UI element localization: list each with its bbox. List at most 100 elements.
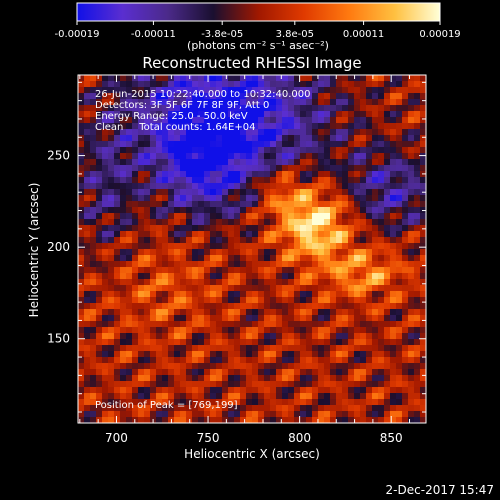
heatmap-pixel xyxy=(330,333,337,340)
heatmap-pixel xyxy=(372,393,379,400)
heatmap-pixel xyxy=(240,315,247,322)
heatmap-pixel xyxy=(366,147,373,154)
heatmap-pixel xyxy=(264,141,271,148)
heatmap-pixel xyxy=(276,291,283,298)
heatmap-pixel xyxy=(330,213,337,220)
heatmap-pixel xyxy=(168,207,175,214)
heatmap-pixel xyxy=(204,363,211,370)
heatmap-pixel xyxy=(216,399,223,406)
heatmap-pixel xyxy=(204,123,211,130)
heatmap-pixel xyxy=(348,279,355,286)
heatmap-pixel xyxy=(156,105,163,112)
heatmap-pixel xyxy=(240,177,247,184)
heatmap-pixel xyxy=(354,273,361,280)
heatmap-pixel xyxy=(210,261,217,268)
heatmap-pixel xyxy=(270,183,277,190)
heatmap-pixel xyxy=(78,339,85,346)
heatmap-pixel xyxy=(156,333,163,340)
heatmap-pixel xyxy=(240,99,247,106)
heatmap-pixel xyxy=(342,123,349,130)
heatmap-pixel xyxy=(288,165,295,172)
heatmap-pixel xyxy=(306,147,313,154)
heatmap-pixel xyxy=(120,153,127,160)
heatmap-pixel xyxy=(84,375,91,382)
heatmap-pixel xyxy=(342,309,349,316)
heatmap-pixel xyxy=(150,405,157,412)
heatmap-pixel xyxy=(246,417,253,423)
heatmap-pixel xyxy=(126,159,133,166)
heatmap-pixel xyxy=(180,333,187,340)
heatmap-pixel xyxy=(354,93,361,100)
heatmap-pixel xyxy=(318,375,325,382)
heatmap-pixel xyxy=(228,399,235,406)
heatmap-pixel xyxy=(174,255,181,262)
heatmap-pixel xyxy=(402,333,409,340)
heatmap-pixel xyxy=(312,285,319,292)
heatmap-pixel xyxy=(246,285,253,292)
heatmap-pixel xyxy=(372,117,379,124)
heatmap-pixel xyxy=(414,381,421,388)
heatmap-pixel xyxy=(156,213,163,220)
heatmap-pixel xyxy=(108,273,115,280)
heatmap-pixel xyxy=(354,261,361,268)
heatmap-pixel xyxy=(210,207,217,214)
heatmap-pixel xyxy=(366,297,373,304)
heatmap-pixel xyxy=(270,381,277,388)
heatmap-pixel xyxy=(186,351,193,358)
heatmap-pixel xyxy=(210,297,217,304)
heatmap-pixel xyxy=(282,189,289,196)
heatmap-pixel xyxy=(324,75,331,82)
heatmap-pixel xyxy=(384,207,391,214)
heatmap-pixel xyxy=(84,225,91,232)
heatmap-pixel xyxy=(294,393,301,400)
heatmap-pixel xyxy=(144,153,151,160)
heatmap-pixel xyxy=(84,291,91,298)
heatmap-pixel xyxy=(276,303,283,310)
heatmap-pixel xyxy=(312,141,319,148)
heatmap-pixel xyxy=(348,159,355,166)
heatmap-pixel xyxy=(282,207,289,214)
heatmap-pixel xyxy=(228,153,235,160)
heatmap-pixel xyxy=(312,267,319,274)
heatmap-pixel xyxy=(132,201,139,208)
heatmap-pixel xyxy=(78,249,85,256)
heatmap-pixel xyxy=(258,321,265,328)
heatmap-pixel xyxy=(132,411,139,418)
heatmap-pixel xyxy=(222,279,229,286)
heatmap-pixel xyxy=(366,405,373,412)
heatmap-pixel xyxy=(108,393,115,400)
heatmap-pixel xyxy=(306,207,313,214)
heatmap-pixel xyxy=(180,87,187,94)
heatmap-pixel xyxy=(126,81,133,88)
heatmap-pixel xyxy=(210,195,217,202)
heatmap-pixel xyxy=(222,183,229,190)
heatmap-pixel xyxy=(270,231,277,238)
heatmap-pixel xyxy=(348,351,355,358)
heatmap-pixel xyxy=(192,159,199,166)
heatmap-pixel xyxy=(78,195,85,202)
heatmap-pixel xyxy=(252,321,259,328)
heatmap-pixel xyxy=(126,87,133,94)
heatmap-pixel xyxy=(192,249,199,256)
heatmap-pixel xyxy=(78,387,85,394)
heatmap-pixel xyxy=(282,273,289,280)
heatmap-pixel xyxy=(390,159,397,166)
heatmap-pixel xyxy=(420,369,426,376)
heatmap-pixel xyxy=(144,375,151,382)
heatmap-pixel xyxy=(222,87,229,94)
heatmap-pixel xyxy=(150,345,157,352)
heatmap-pixel xyxy=(300,303,307,310)
heatmap-pixel xyxy=(234,387,241,394)
heatmap-pixel xyxy=(198,381,205,388)
heatmap-pixel xyxy=(336,273,343,280)
heatmap-pixel xyxy=(204,207,211,214)
heatmap-pixel xyxy=(330,123,337,130)
heatmap-pixel xyxy=(390,249,397,256)
heatmap-pixel xyxy=(222,285,229,292)
heatmap-pixel xyxy=(294,249,301,256)
heatmap-pixel xyxy=(264,243,271,250)
heatmap-pixel xyxy=(138,207,145,214)
heatmap-pixel xyxy=(384,147,391,154)
heatmap-pixel xyxy=(348,111,355,118)
heatmap-pixel xyxy=(138,111,145,118)
